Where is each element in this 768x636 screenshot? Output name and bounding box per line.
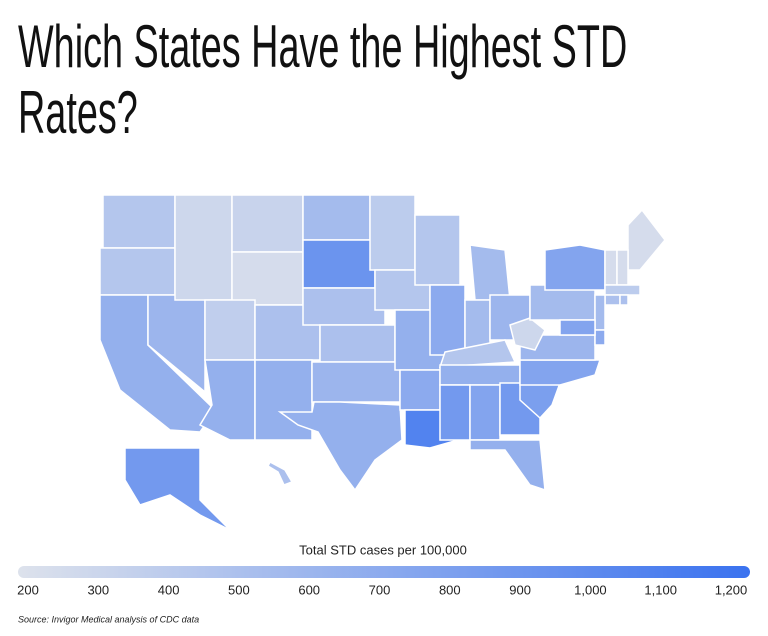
state — [102, 194, 176, 249]
state — [519, 359, 602, 386]
state — [594, 329, 606, 346]
state — [544, 244, 606, 291]
state — [124, 447, 231, 531]
state — [619, 294, 629, 306]
state — [311, 361, 401, 403]
state — [302, 287, 386, 326]
state — [267, 460, 294, 486]
state — [198, 359, 256, 441]
state — [464, 299, 491, 351]
state — [399, 369, 441, 411]
legend-tick-label: 300 — [87, 582, 109, 597]
legend-tick-label: 200 — [17, 582, 39, 597]
legend-tick-label: 600 — [298, 582, 320, 597]
legend-bar — [18, 566, 750, 578]
state — [254, 359, 313, 441]
legend-tick-label: 900 — [509, 582, 531, 597]
state — [174, 194, 233, 301]
legend-tick-label: 1,200 — [715, 582, 748, 597]
states — [99, 194, 666, 531]
state — [369, 194, 416, 271]
legend-tick-label: 400 — [158, 582, 180, 597]
legend-title: Total STD cases per 100,000 — [299, 542, 467, 557]
state — [439, 364, 521, 386]
legend-tick-label: 1,100 — [644, 582, 677, 597]
state — [604, 284, 641, 296]
state — [277, 401, 403, 492]
state — [604, 249, 618, 286]
state — [616, 249, 629, 286]
state — [594, 294, 606, 331]
state — [469, 244, 511, 301]
source: Source: Invigor Medical analysis of CDC … — [18, 614, 199, 624]
state — [429, 284, 466, 356]
legend-tick-label: 1,000 — [574, 582, 607, 597]
state — [469, 439, 546, 492]
state — [302, 239, 376, 289]
legend-tick-label: 800 — [439, 582, 461, 597]
state — [559, 319, 596, 336]
state — [302, 194, 371, 241]
state — [627, 208, 666, 271]
state — [204, 299, 256, 361]
state — [469, 384, 501, 441]
state — [99, 247, 176, 296]
state — [231, 251, 304, 306]
state — [509, 317, 546, 351]
legend-tick-label: 700 — [369, 582, 391, 597]
legend-tick-label: 500 — [228, 582, 250, 597]
state — [414, 214, 461, 286]
state — [604, 294, 621, 306]
state — [231, 194, 304, 253]
state — [438, 339, 517, 368]
state — [439, 384, 471, 441]
state — [319, 324, 396, 363]
title: Which States Have the Highest STD Rates? — [18, 13, 628, 146]
